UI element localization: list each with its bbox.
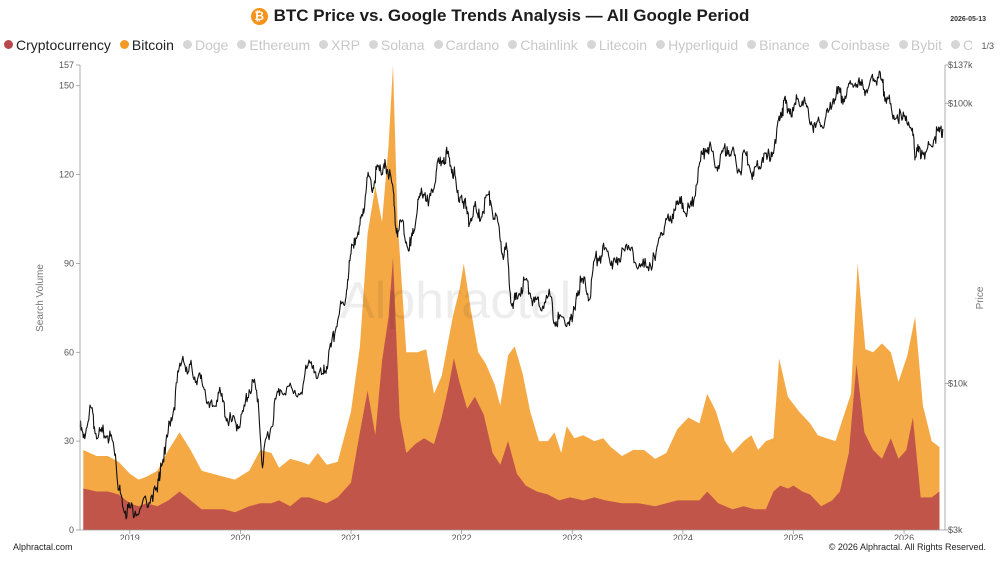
legend-page-nav[interactable]: 1/3 <box>981 41 994 51</box>
legend-item-label: Bybit <box>910 37 942 53</box>
x-tick-label: 2023 <box>562 533 582 540</box>
legend-dot-icon <box>818 40 828 49</box>
cryptocurrency-area <box>83 257 940 530</box>
legend-item-label: Chainlink <box>520 37 578 53</box>
legend-dot-icon <box>898 40 908 49</box>
legend-item-label: Hyperliquid <box>668 37 739 53</box>
legend-dot-icon <box>747 40 757 49</box>
legend-item-label: Bitcoin <box>131 37 174 53</box>
x-tick-label: 2021 <box>341 533 361 540</box>
footer-copyright: © 2026 Alphractal. All Rights Reserved. <box>828 542 986 552</box>
chart-title: ₿ BTC Price vs. Google Trends Analysis — … <box>0 6 1000 26</box>
legend-dot-icon <box>586 40 596 49</box>
legend-item-label: Cardano <box>445 37 500 53</box>
legend-item-okx[interactable]: OKX <box>951 37 972 53</box>
legend-item-bybit[interactable]: Bybit <box>898 37 942 53</box>
date-stamp: 2026-05-13 <box>950 16 986 23</box>
legend-dot-icon <box>119 40 129 49</box>
legend-item-chainlink[interactable]: Chainlink <box>508 37 578 53</box>
x-tick-label: 2026 <box>894 533 914 540</box>
footer-source: Alphractal.com <box>13 542 73 552</box>
legend-item-label: Ethereum <box>249 37 311 53</box>
legend-item-label: Litecoin <box>598 37 648 53</box>
x-axis: 2019 2020 2021 2022 2023 2024 2025 2026 <box>80 529 945 540</box>
legend-item-binance[interactable]: Binance <box>747 37 810 53</box>
x-tick-label: 2024 <box>673 533 693 540</box>
left-tick-label: 157 <box>59 60 74 70</box>
legend-item-label: Cryptocurrency <box>16 37 111 53</box>
legend-dot-icon <box>4 40 13 49</box>
legend-dot-icon <box>656 40 666 49</box>
left-tick-label: 120 <box>59 170 74 180</box>
chart-legend: Cryptocurrency Bitcoin Doge Ethereum XRP Sola… <box>4 37 972 55</box>
x-tick-label: 2025 <box>783 533 803 540</box>
legend-item-cryptocurrency[interactable]: Cryptocurrency <box>4 37 111 53</box>
legend-item-label: OKX <box>963 37 972 53</box>
left-tick-label: 150 <box>59 81 74 91</box>
legend-dot-icon <box>951 40 960 49</box>
chart-title-text: BTC Price vs. Google Trends Analysis — A… <box>273 6 750 25</box>
legend-dot-icon <box>433 40 443 49</box>
right-tick-label: $10k <box>948 378 968 388</box>
x-tick-label: 2022 <box>452 533 472 540</box>
legend-item-cardano[interactable]: Cardano <box>433 37 500 53</box>
x-tick-label: 2020 <box>230 533 250 540</box>
chart-plot: Alphractal 0 30 60 90 120 150 157 $3k $10k $100k… <box>35 60 986 540</box>
left-axis-title: Search Volume <box>35 264 46 332</box>
area-series-layer <box>83 65 940 530</box>
left-tick-label: 0 <box>69 525 74 535</box>
left-tick-label: 90 <box>64 258 74 268</box>
legend-item-label: Solana <box>380 37 425 53</box>
right-tick-label: $137k <box>948 60 973 70</box>
chart-header: ₿ BTC Price vs. Google Trends Analysis — … <box>0 0 1000 36</box>
right-tick-label: $100k <box>948 98 973 108</box>
legend-dot-icon <box>319 40 329 49</box>
legend-item-label: Coinbase <box>830 37 890 53</box>
legend-dot-icon <box>508 40 518 49</box>
legend-item-coinbase[interactable]: Coinbase <box>818 37 890 53</box>
line-series-layer <box>79 70 944 520</box>
legend-dot-icon <box>182 40 192 49</box>
legend-item-litecoin[interactable]: Litecoin <box>586 37 648 53</box>
bitcoin-icon: ₿ <box>250 8 268 25</box>
legend-item-label: Doge <box>194 37 229 53</box>
watermark: Alphractal <box>340 272 571 330</box>
right-tick-label: $3k <box>948 525 963 535</box>
btc-price-line <box>79 70 944 520</box>
right-axis: $3k $10k $100k $137k <box>944 60 973 535</box>
legend-item-xrp[interactable]: XRP <box>319 37 360 53</box>
legend-item-hyperliquid[interactable]: Hyperliquid <box>656 37 738 53</box>
legend-item-ethereum[interactable]: Ethereum <box>237 37 310 53</box>
left-axis: 0 30 60 90 120 150 157 <box>59 60 81 535</box>
right-axis-title: Price <box>975 286 986 309</box>
legend-item-label: XRP <box>331 37 360 53</box>
legend-item-label: Binance <box>759 37 810 53</box>
legend-dot-icon <box>237 40 247 49</box>
left-tick-label: 30 <box>64 436 74 446</box>
legend-dot-icon <box>368 40 378 49</box>
x-tick-label: 2019 <box>120 533 140 540</box>
legend-item-doge[interactable]: Doge <box>182 37 229 53</box>
legend-item-solana[interactable]: Solana <box>368 37 425 53</box>
legend-item-bitcoin[interactable]: Bitcoin <box>119 37 174 53</box>
left-tick-label: 60 <box>64 347 74 357</box>
